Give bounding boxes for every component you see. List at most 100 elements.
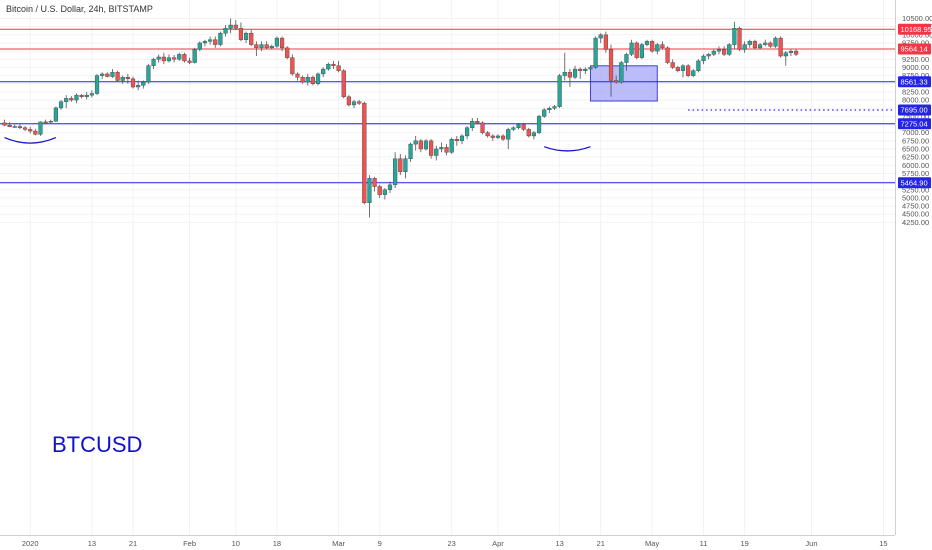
candle[interactable] — [177, 52, 182, 61]
candle[interactable] — [500, 134, 506, 141]
candle[interactable] — [218, 31, 223, 47]
candle[interactable] — [536, 114, 542, 135]
candle[interactable] — [346, 95, 351, 107]
candle[interactable] — [48, 119, 53, 123]
candle[interactable] — [465, 126, 470, 140]
candle[interactable] — [89, 90, 94, 98]
candle[interactable] — [495, 134, 501, 140]
candle[interactable] — [768, 41, 773, 48]
candle[interactable] — [120, 75, 125, 84]
candle[interactable] — [259, 41, 264, 52]
candle[interactable] — [79, 94, 84, 99]
candle[interactable] — [115, 70, 120, 83]
candle[interactable] — [516, 122, 521, 130]
candle[interactable] — [393, 152, 398, 189]
candle[interactable] — [757, 42, 763, 50]
candle[interactable] — [243, 31, 249, 43]
candle[interactable] — [480, 121, 485, 135]
candle[interactable] — [249, 29, 254, 47]
candle[interactable] — [644, 39, 650, 47]
highlight-rectangle[interactable] — [589, 65, 658, 102]
candle[interactable] — [300, 75, 305, 84]
candle[interactable] — [172, 55, 177, 63]
candle[interactable] — [58, 100, 64, 110]
candle[interactable] — [603, 31, 608, 53]
candle[interactable] — [274, 36, 280, 48]
candle[interactable] — [752, 39, 758, 50]
candle[interactable] — [506, 127, 511, 149]
candle[interactable] — [542, 108, 547, 118]
candle[interactable] — [17, 124, 23, 130]
candle[interactable] — [459, 134, 465, 145]
candle[interactable] — [722, 46, 727, 57]
candle[interactable] — [691, 69, 696, 78]
candle[interactable] — [372, 176, 377, 192]
candle[interactable] — [43, 119, 48, 124]
candle[interactable] — [511, 126, 516, 132]
candle[interactable] — [2, 119, 7, 127]
candle[interactable] — [614, 75, 619, 84]
candle[interactable] — [593, 36, 598, 70]
candle[interactable] — [182, 52, 187, 63]
candle[interactable] — [696, 59, 701, 73]
candle[interactable] — [336, 60, 341, 73]
candle[interactable] — [552, 104, 557, 110]
candle[interactable] — [213, 36, 218, 48]
candle[interactable] — [279, 36, 285, 52]
candle[interactable] — [403, 155, 408, 179]
candle[interactable] — [166, 54, 172, 63]
candle[interactable] — [490, 134, 495, 141]
candle[interactable] — [7, 122, 12, 128]
candle[interactable] — [737, 26, 742, 52]
candle[interactable] — [444, 144, 449, 156]
candle[interactable] — [264, 41, 269, 50]
candle[interactable] — [351, 100, 357, 109]
candle[interactable] — [53, 106, 58, 122]
candle[interactable] — [598, 33, 603, 43]
arc-annotation[interactable] — [4, 136, 57, 144]
candle[interactable] — [387, 181, 393, 194]
candle[interactable] — [94, 73, 100, 96]
candle[interactable] — [326, 62, 331, 71]
candle[interactable] — [485, 131, 490, 138]
candle[interactable] — [562, 52, 567, 81]
candle[interactable] — [341, 69, 346, 99]
candle[interactable] — [778, 36, 783, 58]
candle[interactable] — [531, 131, 537, 140]
candle[interactable] — [526, 127, 531, 138]
candle[interactable] — [650, 39, 655, 53]
candle[interactable] — [629, 39, 634, 57]
candle[interactable] — [151, 57, 156, 70]
candle[interactable] — [105, 72, 110, 78]
candle[interactable] — [130, 76, 136, 89]
candle[interactable] — [331, 60, 336, 70]
candle[interactable] — [449, 137, 454, 154]
candle[interactable] — [156, 54, 161, 63]
candle[interactable] — [418, 139, 423, 153]
candle[interactable] — [197, 41, 202, 52]
candle[interactable] — [100, 72, 105, 79]
candle[interactable] — [439, 142, 444, 153]
candle[interactable] — [161, 52, 166, 65]
candle[interactable] — [315, 72, 321, 86]
candle[interactable] — [377, 184, 382, 198]
candle[interactable] — [141, 80, 146, 89]
candle[interactable] — [680, 64, 686, 78]
candle[interactable] — [305, 73, 310, 86]
candle[interactable] — [74, 93, 79, 104]
candle[interactable] — [423, 139, 429, 151]
candle[interactable] — [706, 52, 711, 60]
candle[interactable] — [22, 126, 28, 132]
candle[interactable] — [521, 122, 526, 132]
candle[interactable] — [675, 65, 680, 73]
candle[interactable] — [634, 41, 639, 60]
candle[interactable] — [557, 73, 562, 109]
candle[interactable] — [588, 65, 593, 73]
candle[interactable] — [285, 46, 290, 60]
candle[interactable] — [578, 67, 583, 79]
candle[interactable] — [788, 49, 794, 57]
candle[interactable] — [701, 54, 706, 65]
candle[interactable] — [408, 142, 413, 163]
candle[interactable] — [572, 65, 578, 79]
